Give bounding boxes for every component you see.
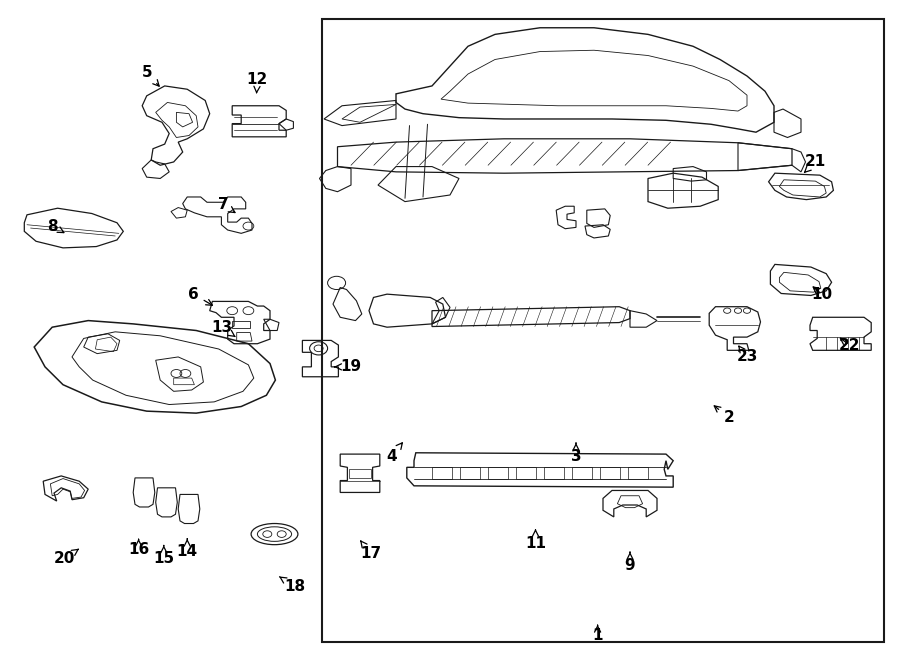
Text: 1: 1 (592, 625, 603, 643)
Text: 10: 10 (811, 287, 832, 301)
Text: 6: 6 (188, 287, 212, 305)
Text: 14: 14 (176, 539, 198, 559)
Text: 11: 11 (525, 530, 546, 551)
Text: 4: 4 (386, 443, 402, 463)
Text: 12: 12 (247, 72, 268, 93)
Bar (322, 19, 884, 642)
Text: 13: 13 (211, 320, 235, 336)
Text: 9: 9 (625, 552, 635, 572)
Text: 2: 2 (715, 406, 734, 425)
Text: 17: 17 (360, 541, 382, 561)
Text: 22: 22 (839, 338, 860, 352)
Text: 19: 19 (335, 360, 362, 374)
Text: 15: 15 (153, 545, 175, 566)
Text: 7: 7 (218, 198, 235, 213)
Text: 3: 3 (571, 443, 581, 463)
Text: 18: 18 (280, 576, 306, 594)
Text: 8: 8 (47, 219, 64, 233)
Text: 20: 20 (54, 549, 78, 566)
Text: 16: 16 (128, 539, 149, 557)
Text: 23: 23 (736, 346, 758, 364)
Text: 5: 5 (141, 65, 159, 86)
Text: 21: 21 (805, 155, 826, 173)
